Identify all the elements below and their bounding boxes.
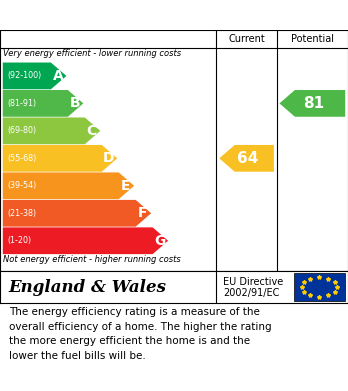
Text: Current: Current [228, 34, 265, 44]
Polygon shape [219, 145, 274, 172]
Text: C: C [87, 124, 97, 138]
Polygon shape [3, 117, 100, 144]
Text: (21-38): (21-38) [7, 209, 36, 218]
Text: (39-54): (39-54) [7, 181, 36, 190]
Text: (69-80): (69-80) [7, 126, 36, 135]
Text: EU Directive: EU Directive [223, 277, 284, 287]
Text: (81-91): (81-91) [7, 99, 36, 108]
Polygon shape [3, 145, 117, 172]
Text: B: B [70, 97, 80, 110]
Polygon shape [3, 172, 134, 199]
Text: (55-68): (55-68) [7, 154, 36, 163]
Text: Potential: Potential [291, 34, 334, 44]
Text: (1-20): (1-20) [7, 236, 31, 245]
Text: Energy Efficiency Rating: Energy Efficiency Rating [9, 7, 211, 23]
Text: England & Wales: England & Wales [9, 278, 167, 296]
Text: G: G [154, 234, 165, 248]
Polygon shape [279, 90, 345, 117]
Text: D: D [103, 151, 114, 165]
Text: A: A [53, 69, 63, 83]
Polygon shape [3, 90, 83, 117]
Polygon shape [3, 63, 66, 89]
Text: The energy efficiency rating is a measure of the
overall efficiency of a home. T: The energy efficiency rating is a measur… [9, 307, 271, 361]
Text: 2002/91/EC: 2002/91/EC [223, 289, 280, 298]
Text: 81: 81 [303, 96, 324, 111]
Text: Very energy efficient - lower running costs: Very energy efficient - lower running co… [3, 48, 181, 57]
Polygon shape [3, 228, 168, 254]
Text: 64: 64 [237, 151, 259, 166]
FancyBboxPatch shape [294, 273, 345, 301]
Text: F: F [138, 206, 148, 220]
Text: (92-100): (92-100) [7, 72, 41, 81]
Text: Not energy efficient - higher running costs: Not energy efficient - higher running co… [3, 255, 181, 264]
Text: E: E [121, 179, 130, 193]
Polygon shape [3, 200, 151, 227]
